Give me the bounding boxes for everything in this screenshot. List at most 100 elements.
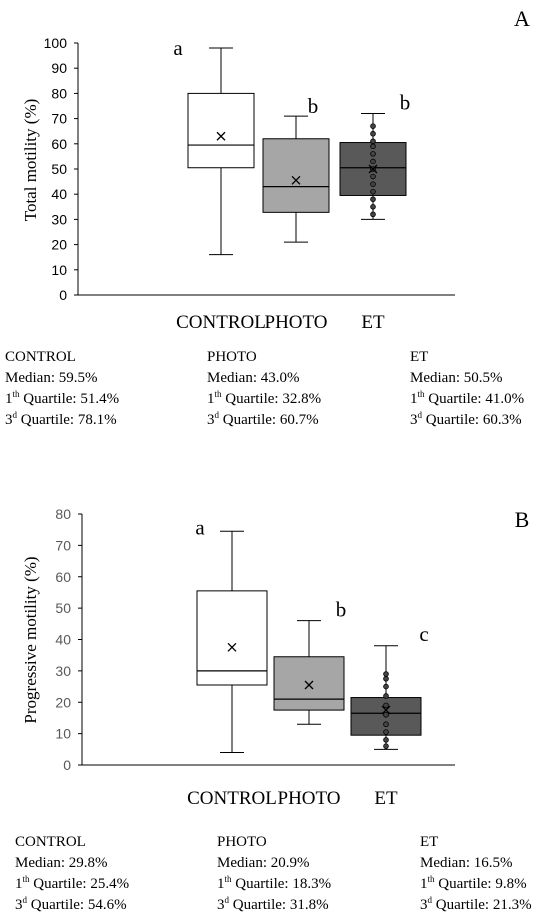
x-category-label: PHOTO bbox=[265, 312, 328, 333]
y-tick-label: 0 bbox=[59, 287, 67, 303]
data-point bbox=[383, 702, 389, 709]
stats-a-control: CONTROL Median: 59.5% 1th Quartile: 51.4… bbox=[5, 347, 119, 431]
significance-letter: b bbox=[400, 91, 411, 115]
y-tick-label: 20 bbox=[55, 694, 71, 710]
y-tick-label: 40 bbox=[51, 186, 67, 202]
stats-header: CONTROL bbox=[5, 349, 76, 365]
y-tick-label: 70 bbox=[55, 537, 71, 553]
stats-q3: 3d Quartile: 60.7% bbox=[207, 410, 319, 429]
mean-marker bbox=[216, 131, 226, 141]
stats-q3-value: Quartile: 54.6% bbox=[27, 897, 127, 913]
x-category-label: ET bbox=[374, 788, 398, 809]
iqr-box bbox=[273, 656, 345, 711]
stats-median: Median: 20.9% bbox=[217, 855, 310, 871]
y-tick-label: 100 bbox=[44, 35, 68, 51]
panel-b-boxes: a b c bbox=[195, 515, 429, 753]
data-point bbox=[370, 204, 376, 210]
mean-marker-stroke bbox=[368, 164, 378, 174]
data-point bbox=[370, 173, 376, 180]
stats-median: Median: 16.5% bbox=[420, 855, 513, 871]
stats-q3: 3d Quartile: 21.3% bbox=[420, 895, 532, 914]
stats-header: ET bbox=[410, 349, 429, 365]
stats-q3: 3d Quartile: 31.8% bbox=[217, 895, 329, 914]
significance-letter: a bbox=[173, 36, 183, 60]
stats-median: Median: 29.8% bbox=[15, 855, 108, 871]
stats-q1-suffix: th bbox=[417, 389, 425, 399]
significance-letter: b bbox=[308, 94, 319, 118]
stats-q1-value: Quartile: 18.3% bbox=[231, 876, 332, 892]
y-tick-label: 10 bbox=[51, 262, 67, 278]
stats-q1-value: Quartile: 25.4% bbox=[29, 876, 130, 892]
box-et: c bbox=[350, 622, 429, 750]
stats-q1-suffix: th bbox=[224, 874, 232, 884]
stats-b-control: CONTROL Median: 29.8% 1th Quartile: 25.4… bbox=[15, 832, 129, 916]
box-et: b bbox=[339, 91, 411, 220]
data-point bbox=[370, 158, 376, 165]
data-point bbox=[383, 693, 389, 699]
stats-q1-suffix: th bbox=[22, 874, 30, 884]
data-point bbox=[383, 721, 389, 728]
y-tick-label: 80 bbox=[51, 85, 67, 101]
stats-q3-suffix: d bbox=[12, 410, 18, 420]
mean-marker bbox=[291, 175, 301, 185]
box-control: a bbox=[195, 515, 268, 753]
stats-q3: 3d Quartile: 78.1% bbox=[5, 410, 117, 429]
data-point bbox=[370, 151, 376, 157]
stats-header: CONTROL bbox=[15, 834, 86, 850]
stats-q3-suffix: d bbox=[427, 895, 433, 905]
box-photo: b bbox=[262, 94, 330, 243]
mean-marker-stroke bbox=[227, 642, 237, 652]
stats-q3-value: Quartile: 21.3% bbox=[432, 897, 532, 913]
significance-letter: a bbox=[195, 515, 205, 539]
stats-q3-value: Quartile: 78.1% bbox=[17, 412, 117, 428]
data-point bbox=[370, 123, 376, 129]
y-tick-label: 30 bbox=[55, 663, 71, 679]
panel-b-axes: 0 10 20 30 40 50 60 70 80 CONTROL PHOTO ET bbox=[55, 506, 455, 809]
y-tick-label: 50 bbox=[55, 600, 71, 616]
data-point bbox=[383, 675, 389, 682]
data-point bbox=[383, 711, 389, 718]
stats-q1-value: Quartile: 41.0% bbox=[424, 391, 525, 407]
stats-q1-value: Quartile: 51.4% bbox=[19, 391, 120, 407]
y-tick-label: 80 bbox=[55, 506, 71, 522]
y-tick-label: 20 bbox=[51, 237, 67, 253]
stats-header: PHOTO bbox=[207, 349, 257, 365]
stats-q3: 3d Quartile: 60.3% bbox=[410, 410, 522, 429]
data-point bbox=[383, 729, 389, 735]
stats-q1: 1th Quartile: 32.8% bbox=[207, 389, 322, 408]
box-photo: b bbox=[273, 598, 347, 725]
y-tick-label: 60 bbox=[51, 136, 67, 152]
stats-q1-suffix: th bbox=[427, 874, 435, 884]
data-point bbox=[370, 130, 376, 137]
panel-b-progressive-motility: B Progressive motility (%) 0 10 20 30 40 50 60… bbox=[21, 506, 529, 809]
stats-median: Median: 43.0% bbox=[207, 370, 300, 386]
y-tick-label: 70 bbox=[51, 111, 67, 127]
mean-marker bbox=[227, 642, 237, 652]
mean-marker-stroke bbox=[291, 175, 301, 185]
significance-letter: b bbox=[336, 598, 347, 622]
panel-a-total-motility: A Total motility (%) 0 10 20 30 40 50 60 70 80 90… bbox=[21, 6, 530, 333]
stats-q3-suffix: d bbox=[214, 410, 220, 420]
y-tick-label: 0 bbox=[63, 757, 71, 773]
iqr-box bbox=[196, 590, 268, 686]
stats-q3-suffix: d bbox=[22, 895, 28, 905]
mean-marker-stroke bbox=[216, 131, 226, 141]
stats-q1-suffix: th bbox=[12, 389, 20, 399]
stats-q1: 1th Quartile: 9.8% bbox=[420, 874, 527, 893]
stats-median: Median: 50.5% bbox=[410, 370, 503, 386]
iqr-box bbox=[262, 138, 330, 213]
x-category-label: CONTROL bbox=[187, 788, 277, 809]
x-category-label: ET bbox=[361, 312, 385, 333]
x-category-label: PHOTO bbox=[278, 788, 341, 809]
stats-q1: 1th Quartile: 41.0% bbox=[410, 389, 525, 408]
stats-q1-value: Quartile: 9.8% bbox=[434, 876, 527, 892]
mean-marker-stroke bbox=[381, 705, 391, 715]
data-point bbox=[370, 138, 376, 145]
significance-letter: c bbox=[419, 622, 428, 646]
data-point bbox=[370, 181, 376, 187]
stats-b-et: ET Median: 16.5% 1th Quartile: 9.8% 3d Q… bbox=[420, 832, 532, 916]
y-tick-label: 10 bbox=[55, 726, 71, 742]
data-point bbox=[370, 188, 376, 195]
